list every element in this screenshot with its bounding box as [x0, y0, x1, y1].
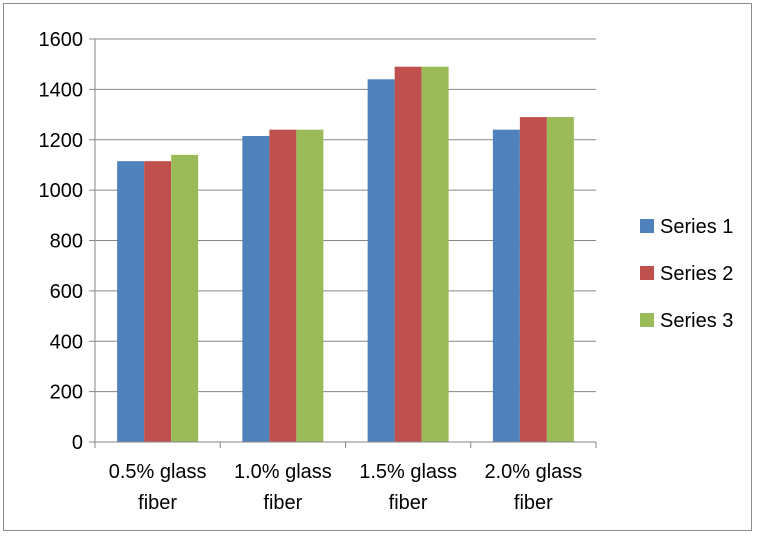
bar-3: [171, 154, 199, 443]
y-tick-label: 1400: [39, 79, 84, 101]
bar-1: [242, 135, 270, 443]
legend-swatch: [640, 266, 654, 280]
y-tick-label: 1200: [39, 130, 84, 152]
bar-2: [144, 161, 172, 443]
x-tick-label: fiber: [263, 492, 302, 514]
bar-1: [117, 161, 145, 443]
bar-2: [519, 117, 547, 443]
legend-label: Series 3: [660, 310, 733, 332]
y-tick-labels: 0 200 400 600 800 1000 1200 1400 1600: [39, 29, 84, 454]
bar-3: [421, 66, 449, 443]
y-tick-label: 800: [50, 231, 83, 253]
y-tick-label: 1000: [39, 180, 84, 202]
axes: [89, 38, 597, 448]
x-tick-label: fiber: [514, 492, 553, 514]
x-tick-label: fiber: [389, 492, 428, 514]
legend: Series 1 Series 2 Series 3: [640, 216, 733, 332]
bar-2: [394, 66, 422, 443]
x-tick-label: 1.0% glass: [234, 461, 332, 483]
legend-label: Series 2: [660, 263, 733, 285]
legend-swatch: [640, 313, 654, 327]
y-tick-label: 200: [50, 382, 83, 404]
bars: [117, 66, 574, 443]
x-tick-label: fiber: [138, 492, 177, 514]
legend-label: Series 1: [660, 216, 733, 238]
y-tick-label: 0: [72, 432, 83, 454]
bar-1: [492, 129, 520, 443]
bar-3: [296, 129, 324, 443]
x-tick-label: 0.5% glass: [109, 461, 207, 483]
x-tick-label: 2.0% glass: [484, 461, 582, 483]
y-tick-label: 1600: [39, 29, 84, 51]
bar-1: [367, 79, 395, 443]
y-tick-label: 400: [50, 331, 83, 353]
y-tick-label: 600: [50, 281, 83, 303]
x-tick-labels: 0.5% glass fiber 1.0% glass fiber 1.5% glass…: [109, 461, 583, 514]
x-tick-label: 1.5% glass: [359, 461, 457, 483]
bar-3: [546, 117, 574, 443]
legend-swatch: [640, 219, 654, 233]
bar-2: [269, 129, 297, 443]
